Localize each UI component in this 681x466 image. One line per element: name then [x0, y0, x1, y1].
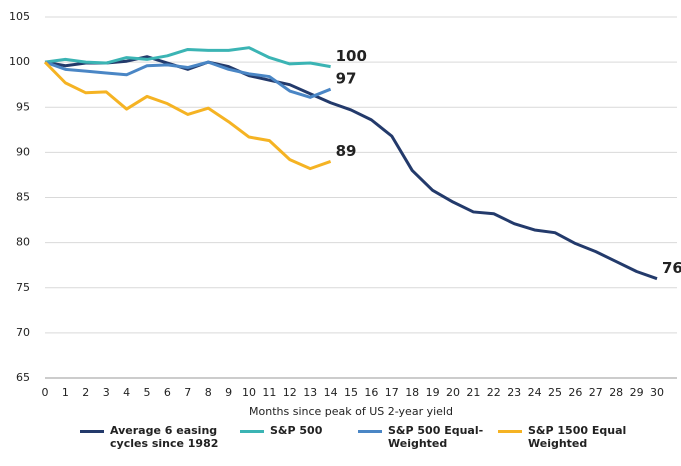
legend-label: Average 6 easing cycles since 1982	[110, 424, 219, 450]
legend-swatch	[498, 430, 522, 433]
x-tick-label: 3	[103, 386, 110, 399]
series-line	[44, 55, 658, 281]
x-tick-label: 20	[446, 386, 460, 399]
y-tick-label: 100	[9, 55, 30, 68]
x-tick-label: 29	[630, 386, 644, 399]
x-tick-label: 15	[344, 386, 358, 399]
x-tick-label: 17	[385, 386, 399, 399]
series-line	[44, 60, 332, 99]
end-label: 100	[336, 47, 367, 65]
x-tick-label: 27	[589, 386, 603, 399]
legend-label: S&P 500	[270, 424, 323, 437]
x-tick-label: 28	[609, 386, 623, 399]
y-tick-label: 85	[16, 191, 30, 204]
end-label: 76	[662, 259, 681, 277]
legend-item: S&P 500	[240, 424, 390, 437]
x-tick-label: 7	[184, 386, 191, 399]
legend-swatch	[240, 430, 264, 433]
x-tick-label: 26	[568, 386, 582, 399]
legend-label: S&P 500 Equal-Weighted	[388, 424, 484, 450]
x-tick-label: 12	[283, 386, 297, 399]
y-tick-label: 80	[16, 236, 30, 249]
x-tick-label: 14	[324, 386, 338, 399]
legend-swatch	[358, 430, 382, 433]
x-tick-label: 4	[123, 386, 130, 399]
legend-label: S&P 1500 Equal Weighted	[528, 424, 627, 450]
y-tick-label: 75	[16, 281, 30, 294]
legend-item: S&P 500 Equal-Weighted	[358, 424, 508, 450]
x-tick-label: 5	[144, 386, 151, 399]
x-tick-label: 18	[405, 386, 419, 399]
x-tick-label: 8	[205, 386, 212, 399]
y-tick-label: 65	[16, 371, 30, 384]
x-tick-label: 0	[42, 386, 49, 399]
x-tick-label: 25	[548, 386, 562, 399]
x-tick-label: 13	[303, 386, 317, 399]
x-tick-label: 19	[426, 386, 440, 399]
end-label: 89	[336, 142, 357, 160]
series-line	[44, 46, 331, 69]
end-label: 97	[336, 70, 357, 88]
x-tick-label: 16	[364, 386, 378, 399]
x-tick-label: 30	[650, 386, 664, 399]
x-axis-title: Months since peak of US 2-year yield	[249, 405, 453, 418]
y-tick-label: 95	[16, 100, 30, 113]
x-tick-label: 22	[487, 386, 501, 399]
y-tick-label: 70	[16, 326, 30, 339]
legend-item: Average 6 easing cycles since 1982	[80, 424, 230, 450]
x-tick-label: 21	[466, 386, 480, 399]
x-tick-label: 6	[164, 386, 171, 399]
y-tick-label: 90	[16, 145, 30, 158]
x-tick-label: 10	[242, 386, 256, 399]
x-tick-label: 1	[62, 386, 69, 399]
x-tick-label: 11	[262, 386, 276, 399]
x-tick-label: 2	[82, 386, 89, 399]
legend-item: S&P 1500 Equal Weighted	[498, 424, 648, 450]
series-line	[43, 61, 332, 171]
legend-swatch	[80, 430, 104, 433]
y-tick-label: 105	[9, 10, 30, 23]
x-tick-label: 24	[528, 386, 542, 399]
x-tick-label: 23	[507, 386, 521, 399]
chart: Months since peak of US 2-year yield 65 7…	[9, 10, 681, 418]
x-tick-label: 9	[225, 386, 232, 399]
